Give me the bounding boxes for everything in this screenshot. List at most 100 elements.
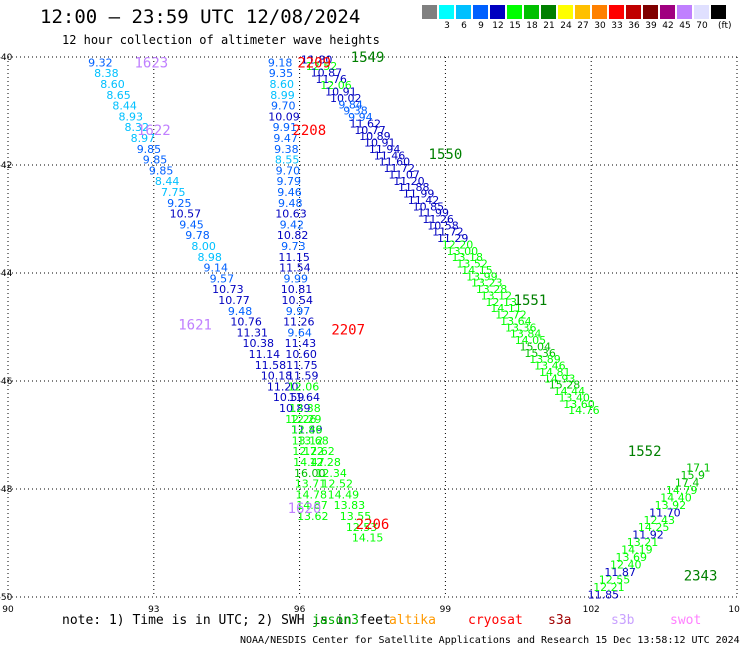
wave-height-value: 9.42 bbox=[280, 218, 305, 231]
satellite-key-swot: swot bbox=[670, 613, 702, 628]
wave-height-value: 13.83 bbox=[334, 499, 366, 512]
wave-height-value: 13.89 bbox=[529, 353, 561, 366]
legend-swatch bbox=[490, 5, 505, 19]
page-subtitle: 12 hour collection of altimeter wave hei… bbox=[62, 33, 380, 47]
wave-height-value: 12.53 bbox=[346, 521, 378, 534]
wave-height-value: 15.36 bbox=[524, 347, 556, 360]
wave-height-value: 16.00 bbox=[294, 467, 326, 480]
wave-height-value: 14.11 bbox=[490, 302, 522, 315]
wave-height-value: 9.85 bbox=[149, 164, 174, 177]
wave-height-value: 9.97 bbox=[286, 305, 311, 318]
wave-height-value: 8.44 bbox=[112, 100, 137, 113]
wave-height-value: 11.15 bbox=[278, 251, 310, 264]
wave-height-value: 13.12 bbox=[481, 289, 513, 302]
wave-height-value: 11.87 bbox=[604, 566, 636, 579]
wave-height-value: 10.91 bbox=[364, 137, 396, 150]
wave-height-value: 13.40 bbox=[558, 391, 590, 404]
wave-height-value: 9.18 bbox=[268, 56, 293, 69]
wave-height-value: 8.00 bbox=[191, 240, 216, 253]
wave-height-value: 10.54 bbox=[282, 294, 314, 307]
wave-height-value: 14.79 bbox=[666, 484, 698, 497]
legend-swatch bbox=[575, 5, 590, 19]
legend-swatch bbox=[626, 5, 641, 19]
wave-height-value: 12.34 bbox=[315, 467, 347, 480]
altimeter-tracks: 9.328.388.608.658.448.938.328.979.859.85… bbox=[88, 54, 711, 602]
wave-height-value: 15.04 bbox=[520, 340, 552, 353]
wave-height-value: 10.91 bbox=[325, 86, 357, 99]
legend-label: 45 bbox=[679, 21, 691, 31]
map-grid bbox=[7, 56, 738, 598]
wave-height-value: 11.46 bbox=[374, 149, 406, 162]
wave-height-value: 12.20 bbox=[442, 238, 474, 251]
wave-height-value: 11.49 bbox=[291, 424, 323, 437]
legend-swatch bbox=[609, 5, 624, 19]
wave-height-value: 14.76 bbox=[568, 404, 600, 417]
legend-swatch bbox=[422, 5, 437, 19]
wave-height-value: 9.47 bbox=[273, 132, 298, 145]
wave-height-value: 13.21 bbox=[627, 536, 659, 549]
wave-height-value: 10.57 bbox=[170, 208, 202, 221]
footer-note: note: 1) Time is in UTC; 2) SWH is in fe… bbox=[62, 613, 391, 628]
wave-height-value: 11.76 bbox=[315, 73, 347, 86]
wave-height-value: 9.38 bbox=[343, 105, 368, 118]
wave-height-value: 14.40 bbox=[660, 491, 692, 504]
satellite-key-cryosat: cryosat bbox=[468, 613, 523, 628]
wave-height-value: 12.52 bbox=[306, 60, 338, 73]
wave-height-value: 9.45 bbox=[179, 218, 204, 231]
wave-height-value: 11.43 bbox=[285, 337, 317, 350]
wave-height-value: 14.49 bbox=[328, 488, 360, 501]
wave-height-value: 8.60 bbox=[269, 78, 294, 91]
legend-label: 6 bbox=[461, 21, 467, 31]
wave-height-value: 12.06 bbox=[320, 79, 352, 92]
wave-height-value: 10.87 bbox=[311, 66, 343, 79]
legend-label: 9 bbox=[478, 21, 484, 31]
wave-height-value: 11.26 bbox=[422, 213, 454, 226]
wave-height-value: 12.38 bbox=[289, 402, 321, 415]
wave-height-value: 11.64 bbox=[289, 391, 321, 404]
legend-label: 42 bbox=[662, 21, 674, 31]
satellite-key-altika: altika bbox=[389, 613, 436, 628]
legend-label: 12 bbox=[492, 21, 504, 31]
wave-height-value: 11.29 bbox=[437, 232, 469, 245]
wave-height-value: 10.89 bbox=[359, 130, 391, 143]
wave-height-value: 8.60 bbox=[100, 78, 125, 91]
wave-height-value: 14.05 bbox=[515, 334, 547, 347]
wave-height-value: 11.60 bbox=[379, 156, 411, 169]
wave-height-value: 9.32 bbox=[88, 56, 113, 69]
wave-height-value: 13.99 bbox=[466, 270, 498, 283]
legend-swatch bbox=[456, 5, 471, 19]
wave-height-value: 11.72 bbox=[432, 226, 464, 239]
wave-height-value: 11.62 bbox=[349, 117, 381, 130]
wave-height-value: 10.82 bbox=[277, 229, 309, 242]
wave-height-value: 11.88 bbox=[398, 181, 430, 194]
wave-height-value: 10.18 bbox=[261, 370, 293, 383]
pass-time-label: 1620 bbox=[288, 501, 322, 517]
wave-height-value: 13.84 bbox=[510, 328, 542, 341]
wave-height-value: 9.84 bbox=[338, 98, 363, 111]
wave-height-value: 13.55 bbox=[340, 510, 372, 523]
wave-height-value: 11.80 bbox=[301, 54, 333, 67]
wave-height-value: 13.28 bbox=[476, 283, 508, 296]
wave-height-value: 15.9 bbox=[681, 469, 706, 482]
pass-time-label: 1552 bbox=[628, 444, 662, 460]
wave-height-value: 10.77 bbox=[218, 294, 250, 307]
wave-height-value: 10.09 bbox=[268, 110, 300, 123]
pass-time-label: 2209 bbox=[297, 55, 331, 71]
wave-height-value: 8.93 bbox=[118, 110, 143, 123]
wave-height-value: 10.58 bbox=[427, 219, 459, 232]
legend-swatch bbox=[541, 5, 556, 19]
wave-height-value: 14.78 bbox=[296, 488, 328, 501]
wave-height-value: 11.92 bbox=[632, 529, 664, 542]
wave-height-value: 14.19 bbox=[621, 544, 653, 557]
legend-label: 15 bbox=[509, 21, 521, 31]
wave-height-value: 11.54 bbox=[279, 262, 311, 275]
wave-height-value: 10.02 bbox=[330, 92, 362, 105]
wave-height-value: 11.72 bbox=[383, 162, 415, 175]
wave-height-value: 11.07 bbox=[388, 168, 420, 181]
legend-swatch bbox=[660, 5, 675, 19]
wave-height-value: 11.99 bbox=[403, 188, 435, 201]
wave-height-value: 17.4 bbox=[675, 477, 700, 490]
wave-height-value: 13.64 bbox=[500, 315, 532, 328]
wave-height-value: 9.35 bbox=[269, 67, 294, 80]
